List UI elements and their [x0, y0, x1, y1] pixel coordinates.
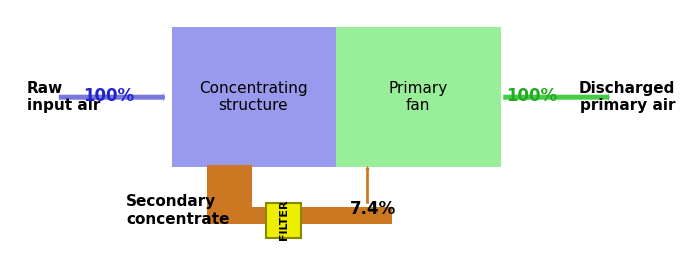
Text: Concentrating
structure: Concentrating structure [199, 81, 308, 113]
FancyBboxPatch shape [206, 165, 252, 224]
FancyBboxPatch shape [206, 207, 392, 224]
Text: Primary
fan: Primary fan [389, 81, 447, 113]
Text: 100%: 100% [506, 87, 558, 105]
FancyBboxPatch shape [172, 27, 336, 167]
Text: Secondary
concentrate: Secondary concentrate [126, 194, 230, 227]
Text: Raw
input air: Raw input air [27, 81, 100, 113]
Text: 100%: 100% [83, 87, 134, 105]
FancyBboxPatch shape [266, 202, 301, 238]
Text: Discharged
primary air: Discharged primary air [579, 81, 676, 113]
Text: 7.4%: 7.4% [350, 200, 396, 218]
Text: FILTER: FILTER [279, 200, 288, 240]
FancyBboxPatch shape [336, 27, 500, 167]
